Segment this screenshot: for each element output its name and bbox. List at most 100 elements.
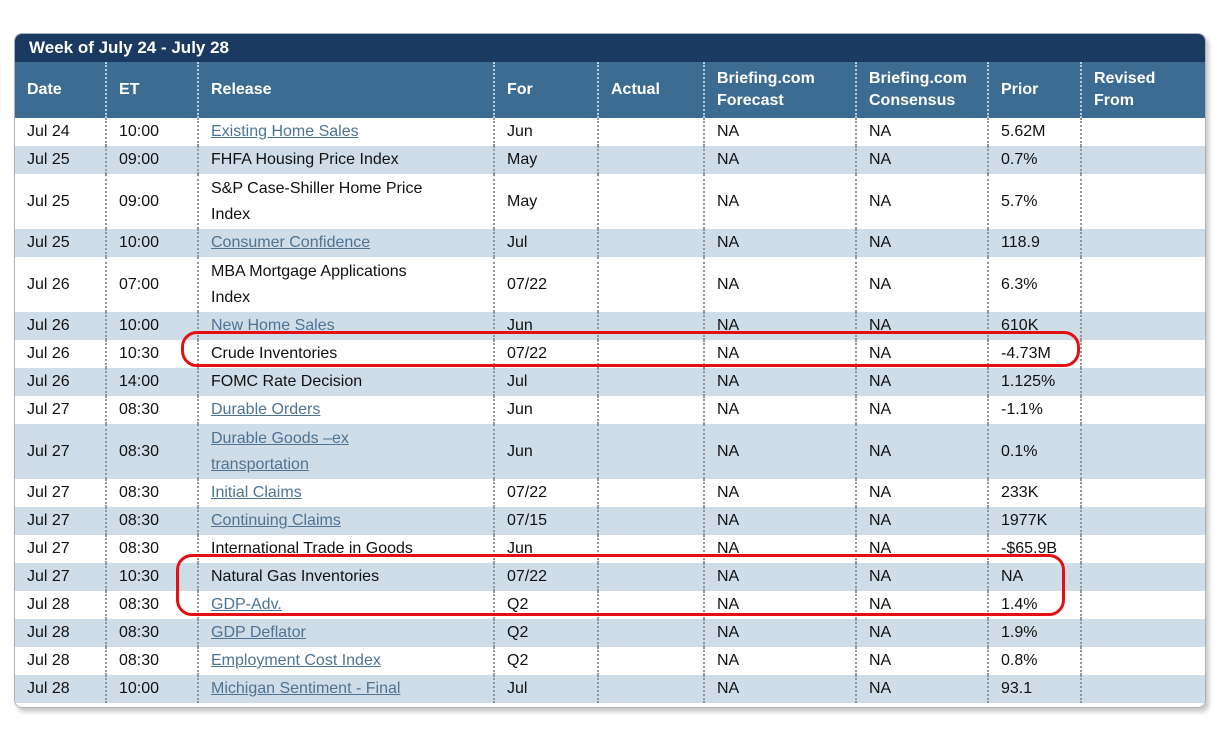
cell-revised bbox=[1080, 396, 1205, 424]
release-link[interactable]: GDP-Adv. bbox=[211, 596, 282, 613]
cell-actual bbox=[597, 563, 704, 591]
cell-prior: 1.9% bbox=[987, 619, 1081, 647]
cell-date: Jul 25 bbox=[27, 192, 70, 210]
cell-consensus: NA bbox=[855, 647, 988, 675]
cell-actual bbox=[597, 312, 704, 340]
release-link[interactable]: Employment Cost Index bbox=[211, 652, 381, 669]
cell-consensus: NA bbox=[855, 146, 988, 174]
release-link[interactable]: Existing Home Sales bbox=[211, 123, 359, 140]
cell-et: 07:00 bbox=[105, 257, 198, 312]
cell-et: 08:30 bbox=[105, 507, 198, 535]
table-row: Jul 28 08:30 GDP-Adv. Q2 NA NA 1.4% bbox=[15, 591, 1205, 619]
cell-consensus: NA bbox=[855, 563, 988, 591]
cell-prior: -1.1% bbox=[987, 396, 1081, 424]
col-header-actual: Actual bbox=[597, 62, 704, 118]
calendar-table-body: Jul 24 10:00 Existing Home Sales Jun NA NA 5.6… bbox=[15, 118, 1205, 703]
release-link[interactable]: Durable Goods –ex transportation bbox=[211, 429, 349, 473]
cell-for: Q2 bbox=[493, 591, 598, 619]
cell-date: Jul 27 bbox=[27, 484, 70, 501]
cell-release: Continuing Claims bbox=[197, 507, 494, 535]
cell-prior: 93.1 bbox=[987, 675, 1081, 703]
release-link[interactable]: GDP Deflator bbox=[211, 624, 306, 641]
cell-actual bbox=[597, 619, 704, 647]
release-link[interactable]: Initial Claims bbox=[211, 484, 302, 501]
economic-calendar: Week of July 24 - July 28 Date ET Releas… bbox=[14, 33, 1206, 708]
cell-actual bbox=[597, 257, 704, 312]
cell-revised bbox=[1080, 229, 1205, 257]
cell-consensus: NA bbox=[855, 619, 988, 647]
cell-release: Michigan Sentiment - Final bbox=[197, 675, 494, 703]
cell-release: S&P Case-Shiller Home Price Index bbox=[197, 174, 494, 229]
cell-actual bbox=[597, 675, 704, 703]
col-header-for: For bbox=[493, 62, 598, 118]
cell-release: Employment Cost Index bbox=[197, 647, 494, 675]
release-link[interactable]: Continuing Claims bbox=[211, 512, 341, 529]
cell-release: Durable Orders bbox=[197, 396, 494, 424]
cell-release: FHFA Housing Price Index bbox=[197, 146, 494, 174]
table-row: Jul 27 08:30 Durable Goods –ex transportat… bbox=[15, 424, 1205, 479]
cell-prior: 0.7% bbox=[987, 146, 1081, 174]
cell-actual bbox=[597, 396, 704, 424]
cell-et: 09:00 bbox=[105, 174, 198, 229]
cell-forecast: NA bbox=[703, 619, 856, 647]
cell-forecast: NA bbox=[703, 507, 856, 535]
cell-date: Jul 28 bbox=[27, 624, 70, 641]
cell-for: Q2 bbox=[493, 619, 598, 647]
cell-revised bbox=[1080, 535, 1205, 563]
cell-et: 08:30 bbox=[105, 479, 198, 507]
cell-for: Jun bbox=[493, 535, 598, 563]
release-link[interactable]: Michigan Sentiment - Final bbox=[211, 680, 401, 697]
cell-for: 07/22 bbox=[493, 563, 598, 591]
release-text: FHFA Housing Price Index bbox=[211, 151, 399, 168]
cell-consensus: NA bbox=[855, 340, 988, 368]
cell-date: Jul 28 bbox=[27, 680, 70, 697]
cell-release: Existing Home Sales bbox=[197, 118, 494, 146]
cell-forecast: NA bbox=[703, 535, 856, 563]
col-header-revised-from: Revised From bbox=[1080, 62, 1205, 118]
release-link[interactable]: Durable Orders bbox=[211, 401, 321, 418]
col-header-date: Date bbox=[15, 62, 106, 118]
cell-et: 08:30 bbox=[105, 396, 198, 424]
cell-prior: 0.1% bbox=[987, 424, 1081, 479]
cell-prior: 1.4% bbox=[987, 591, 1081, 619]
cell-for: Jun bbox=[493, 118, 598, 146]
release-link[interactable]: Consumer Confidence bbox=[211, 234, 371, 251]
release-text: MBA Mortgage Applications Index bbox=[211, 262, 407, 306]
cell-date: Jul 27 bbox=[27, 540, 70, 557]
table-row: Jul 27 08:30 Continuing Claims 07/15 NA NA 197… bbox=[15, 507, 1205, 535]
cell-forecast: NA bbox=[703, 396, 856, 424]
cell-release: Natural Gas Inventories bbox=[197, 563, 494, 591]
table-row: Jul 25 09:00 S&P Case-Shiller Home Price I… bbox=[15, 174, 1205, 229]
cell-et: 10:30 bbox=[105, 340, 198, 368]
table-row: Jul 27 10:30 Natural Gas Inventories 07/22 N… bbox=[15, 563, 1205, 591]
cell-release: FOMC Rate Decision bbox=[197, 368, 494, 396]
table-row: Jul 27 08:30 International Trade in Goods J… bbox=[15, 535, 1205, 563]
cell-et: 08:30 bbox=[105, 535, 198, 563]
cell-prior: 0.8% bbox=[987, 647, 1081, 675]
cell-forecast: NA bbox=[703, 368, 856, 396]
col-header-prior: Prior bbox=[987, 62, 1081, 118]
cell-forecast: NA bbox=[703, 479, 856, 507]
table-row: Jul 28 08:30 GDP Deflator Q2 NA NA 1.9% bbox=[15, 619, 1205, 647]
cell-date: Jul 28 bbox=[27, 596, 70, 613]
cell-date: Jul 25 bbox=[27, 234, 70, 251]
cell-prior: 6.3% bbox=[987, 257, 1081, 312]
release-link[interactable]: New Home Sales bbox=[211, 317, 335, 334]
cell-for: 07/22 bbox=[493, 340, 598, 368]
cell-revised bbox=[1080, 368, 1205, 396]
cell-et: 10:00 bbox=[105, 675, 198, 703]
table-row: Jul 27 08:30 Durable Orders Jun NA NA -1.1% bbox=[15, 396, 1205, 424]
cell-consensus: NA bbox=[855, 424, 988, 479]
cell-actual bbox=[597, 535, 704, 563]
cell-date: Jul 27 bbox=[27, 442, 70, 460]
week-title: Week of July 24 - July 28 bbox=[15, 34, 1205, 62]
table-row: Jul 25 09:00 FHFA Housing Price Index May NA… bbox=[15, 146, 1205, 174]
cell-prior: NA bbox=[987, 563, 1081, 591]
cell-for: Jul bbox=[493, 229, 598, 257]
cell-for: 07/22 bbox=[493, 257, 598, 312]
cell-forecast: NA bbox=[703, 257, 856, 312]
cell-consensus: NA bbox=[855, 118, 988, 146]
cell-release: Crude Inventories bbox=[197, 340, 494, 368]
cell-revised bbox=[1080, 340, 1205, 368]
cell-prior: 5.7% bbox=[987, 174, 1081, 229]
